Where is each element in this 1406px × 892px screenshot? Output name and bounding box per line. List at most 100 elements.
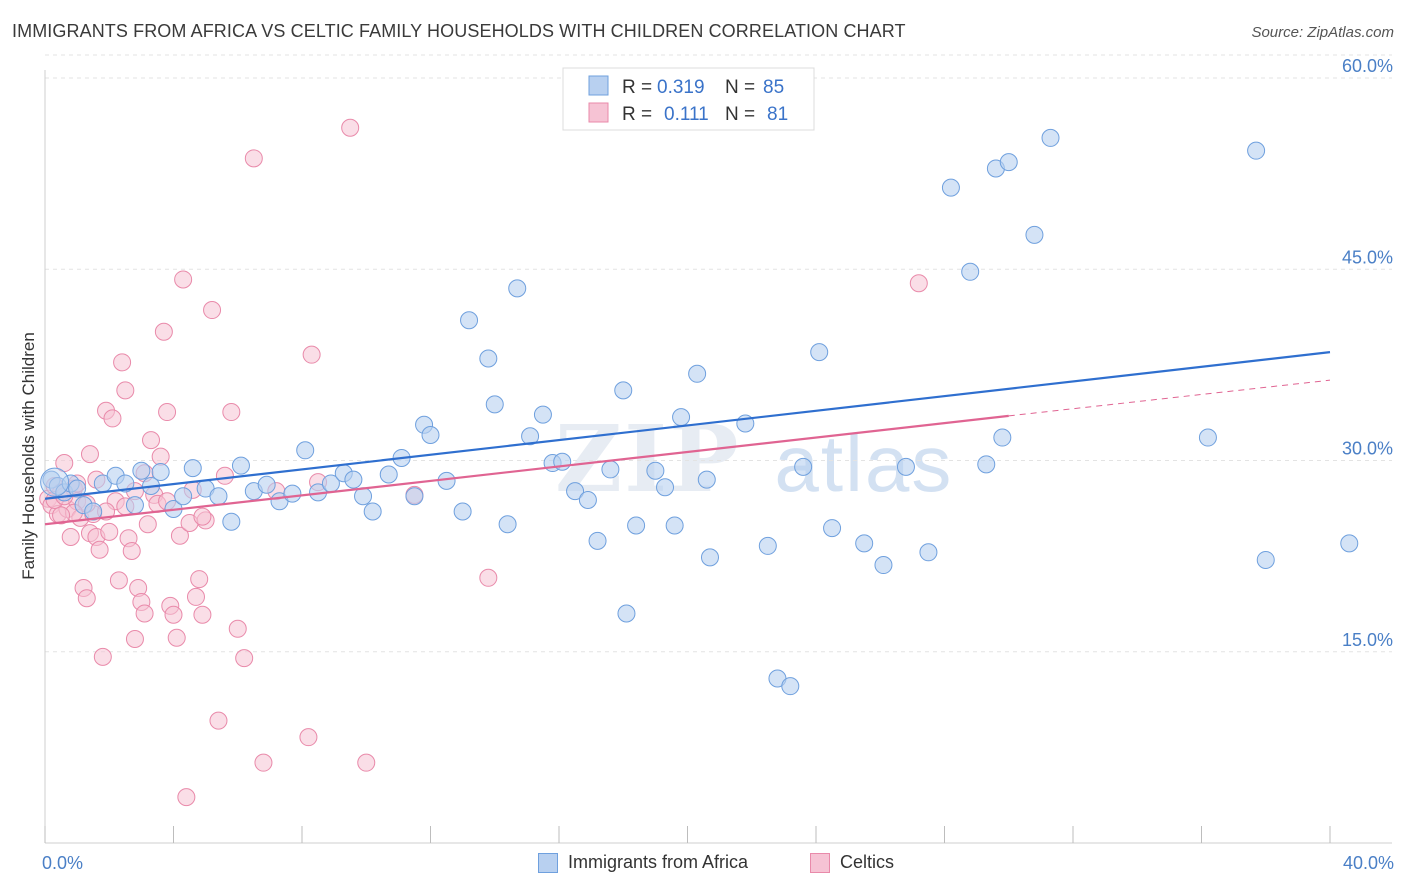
celtics-point — [228, 619, 247, 638]
celtics-point — [80, 445, 99, 464]
africa-point — [283, 484, 302, 503]
celtics-point — [100, 522, 119, 541]
bottom-legend-swatch-celtics — [810, 852, 830, 873]
africa-point — [508, 279, 527, 298]
bottom-legend-celtics: Celtics — [810, 852, 894, 873]
africa-point — [588, 531, 607, 550]
africa-point — [961, 262, 980, 281]
y-tick-label: 45.0% — [1342, 247, 1393, 267]
africa-point — [1041, 128, 1060, 147]
africa-point — [810, 343, 829, 362]
celtics-point — [77, 589, 96, 608]
legend-swatch-africa — [588, 75, 609, 96]
axes — [44, 70, 1392, 844]
celtics-point — [61, 528, 80, 546]
y-tick-label: 60.0% — [1342, 56, 1393, 76]
africa-point — [151, 462, 170, 481]
legend-n-value-africa: 85 — [763, 77, 784, 98]
celtics-point — [154, 322, 173, 341]
africa-point — [183, 459, 202, 478]
africa-point — [896, 457, 915, 476]
celtics-point — [122, 542, 141, 561]
africa-point — [1025, 225, 1044, 244]
africa-point — [781, 677, 800, 696]
africa-point — [231, 456, 250, 475]
bottom-legend-label-africa: Immigrants from Africa — [568, 852, 749, 872]
africa-point — [116, 474, 135, 493]
y-tick-labels: 15.0% 30.0% 45.0% 60.0% — [1342, 56, 1393, 650]
africa-point — [665, 516, 684, 535]
celtics-point — [341, 118, 360, 137]
bottom-legend-label-celtics: Celtics — [840, 852, 895, 872]
bottom-legend: Immigrants from Africa Celtics — [0, 852, 1406, 878]
africa-point — [521, 427, 540, 446]
celtics-point — [186, 587, 205, 606]
celtics-point — [479, 568, 498, 587]
celtics-point — [177, 788, 196, 807]
africa-point — [453, 502, 472, 521]
celtics-point — [193, 507, 212, 526]
africa-point — [794, 457, 813, 476]
africa-point — [919, 543, 938, 562]
legend-n-label-africa: N = — [725, 77, 755, 98]
africa-point-cluster — [40, 467, 70, 497]
africa-point — [344, 470, 363, 489]
africa-point — [855, 534, 874, 553]
africa-point — [174, 487, 193, 506]
africa-point — [1247, 141, 1266, 160]
legend-swatch-celtics — [588, 102, 609, 123]
africa-point — [700, 548, 719, 567]
celtics-point — [116, 381, 135, 400]
celtics-point — [113, 353, 132, 372]
celtics-point — [203, 301, 222, 320]
celtics-point — [174, 270, 193, 289]
africa-point — [405, 487, 424, 506]
celtics-point — [109, 571, 128, 590]
africa-point — [533, 405, 552, 424]
x-tick-label-min: 0.0% — [42, 853, 84, 873]
africa-point — [617, 604, 636, 623]
africa-point — [222, 512, 241, 531]
africa-point — [437, 471, 456, 490]
celtics-point — [244, 149, 263, 168]
celtics-point — [209, 711, 228, 730]
africa-point — [993, 428, 1012, 447]
celtics-point — [138, 515, 157, 534]
africa-point — [1340, 534, 1359, 553]
y-tick-label: 15.0% — [1342, 630, 1393, 650]
africa-point — [627, 516, 646, 535]
celtics-point — [167, 628, 186, 647]
africa-point — [758, 536, 777, 555]
legend-r-value-africa: 0.319 — [657, 77, 705, 98]
celtics-point — [158, 403, 177, 422]
celtics-point — [215, 466, 234, 485]
celtics-point — [235, 649, 254, 668]
africa-point — [566, 482, 585, 501]
celtics-point — [193, 605, 212, 624]
africa-point — [479, 349, 498, 368]
legend-r-value-celtics: 0.111 — [664, 104, 709, 125]
celtics-point — [103, 409, 122, 428]
africa-point — [379, 465, 398, 484]
africa-point — [363, 502, 382, 521]
source-label: Source: ZipAtlas.com — [1251, 24, 1394, 41]
celtics-point — [302, 345, 321, 364]
africa-point — [498, 515, 517, 534]
africa-point — [257, 475, 276, 494]
y-tick-label: 30.0% — [1342, 439, 1393, 459]
trend-lines — [44, 351, 1331, 526]
africa-point — [84, 502, 103, 521]
celtics-point — [222, 403, 241, 422]
africa-point — [1198, 428, 1217, 447]
celtics-point — [151, 447, 170, 466]
africa-point — [672, 408, 691, 427]
grid-lines — [45, 54, 1392, 653]
africa-point — [485, 395, 504, 414]
africa-point — [578, 491, 597, 510]
africa-point — [421, 426, 440, 444]
celtics-point — [90, 540, 109, 559]
legend-r-label-africa: R = — [622, 77, 652, 98]
celtics-point — [93, 647, 112, 666]
celtics-point — [135, 604, 154, 623]
bottom-legend-africa: Immigrants from Africa — [538, 852, 748, 873]
